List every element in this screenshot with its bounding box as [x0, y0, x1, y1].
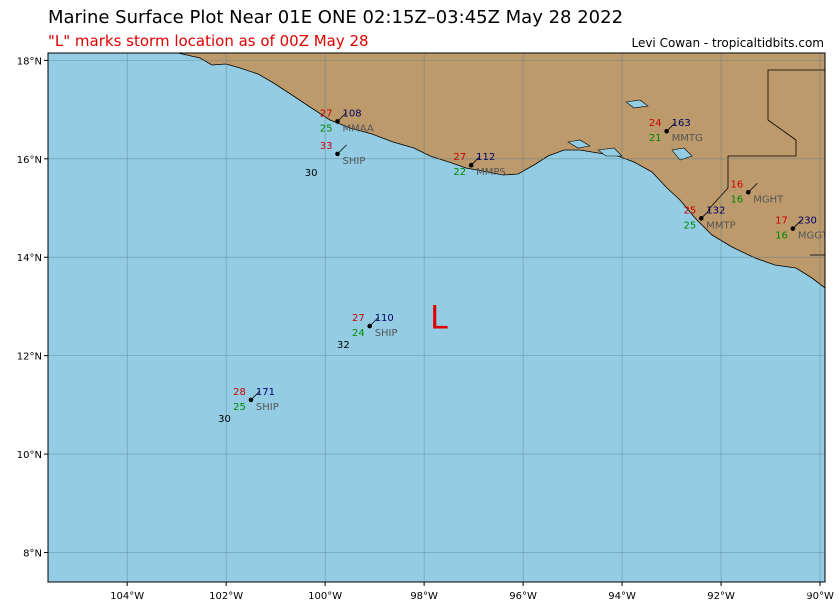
- station-dewpoint: 24: [352, 328, 365, 339]
- island-detail: [625, 99, 649, 109]
- station-id: SHIP: [256, 402, 279, 413]
- station-id: MGHT: [753, 194, 784, 205]
- station-pressure: 112: [476, 152, 495, 163]
- station-id: SHIP: [343, 156, 366, 167]
- station-plot: 28 171 25 SHIP 30: [218, 387, 279, 425]
- station-dewpoint: 22: [453, 167, 466, 178]
- lat-tick-label: 12°N: [17, 352, 42, 363]
- border-line: [707, 69, 825, 211]
- station-temperature: 33: [320, 141, 333, 152]
- wind-barb: [792, 219, 803, 229]
- wind-barb: [250, 390, 261, 401]
- lon-tick-label: 90°W: [806, 591, 834, 602]
- station-visibility: 32: [337, 340, 350, 351]
- station-plot: 24 163 21 MMTG: [649, 118, 703, 144]
- storm-location-marker: L: [430, 298, 448, 336]
- station-dewpoint: 16: [731, 194, 744, 205]
- station-dewpoint: 21: [649, 133, 662, 144]
- station-id: MMTG: [672, 133, 703, 144]
- station-pressure: 171: [256, 387, 275, 398]
- station-dewpoint: 16: [775, 231, 788, 242]
- station-plot: 27 110 24 SHIP 32: [337, 313, 398, 351]
- station-temperature: 27: [453, 152, 466, 163]
- lagoon-detail-east: [671, 147, 693, 161]
- lon-tick-label: 94°W: [608, 591, 636, 602]
- lat-tick-label: 18°N: [17, 56, 42, 67]
- station-visibility: 30: [305, 168, 318, 179]
- station-id: MGGT: [798, 231, 829, 242]
- station-plot: 25 132 25 MMTP: [684, 205, 736, 231]
- lat-tick-label: 14°N: [17, 253, 42, 264]
- plot-frame: [47, 52, 826, 583]
- station-plot: 16 16 MGHT: [731, 179, 785, 205]
- station-temperature: 25: [684, 205, 697, 216]
- wind-barb: [337, 144, 347, 155]
- lon-tick-label: 92°W: [707, 591, 735, 602]
- station-plot: 27 112 22 MMPS: [453, 152, 505, 178]
- credit-label: Levi Cowan - tropicaltidbits.com: [631, 36, 824, 50]
- lat-tick-label: 10°N: [17, 450, 42, 461]
- station-pressure: 108: [343, 108, 362, 119]
- station-dewpoint: 25: [684, 220, 697, 231]
- wind-barb: [369, 316, 379, 327]
- station-pressure: 230: [798, 216, 817, 227]
- lon-tick-label: 102°W: [209, 591, 243, 602]
- station-temperature: 27: [320, 108, 333, 119]
- station-pressure: 132: [706, 205, 725, 216]
- station-visibility: 30: [218, 414, 231, 425]
- station-temperature: 16: [731, 179, 744, 190]
- lat-tick-label: 16°N: [17, 155, 42, 166]
- station-temperature: 27: [352, 313, 365, 324]
- wind-barb: [470, 155, 481, 166]
- station-pressure: 163: [672, 118, 691, 129]
- station-id: MMTP: [706, 220, 735, 231]
- station-plot: 33 SHIP 30: [305, 141, 366, 179]
- station-pressure: 110: [375, 313, 394, 324]
- station-id: SHIP: [375, 328, 398, 339]
- station-id: MMPS: [476, 167, 506, 178]
- wind-barb: [700, 209, 711, 219]
- lat-tick-label: 8°N: [23, 548, 42, 559]
- station-dewpoint: 25: [233, 402, 246, 413]
- lon-tick-label: 104°W: [110, 591, 144, 602]
- lon-tick-label: 98°W: [410, 591, 438, 602]
- station-plot: 17 230 16 MGGT: [775, 216, 829, 242]
- station-id: MMAA: [343, 123, 374, 134]
- station-plot: 27 108 25 MMAA: [320, 108, 374, 134]
- station-temperature: 17: [775, 216, 788, 227]
- station-dewpoint: 25: [320, 123, 333, 134]
- wind-barb: [666, 121, 676, 132]
- map-subtitle: "L" marks storm location as of 00Z May 2…: [48, 32, 369, 50]
- map-title: Marine Surface Plot Near 01E ONE 02:15Z–…: [48, 7, 624, 28]
- wind-barb: [337, 112, 347, 122]
- watermark: Baiç¾ƒ: [748, 585, 810, 604]
- lon-tick-label: 100°W: [308, 591, 342, 602]
- land-mexico-guatemala: [177, 53, 825, 289]
- station-temperature: 24: [649, 118, 662, 129]
- station-temperature: 28: [233, 387, 246, 398]
- wind-barb: [748, 182, 758, 193]
- lon-tick-label: 96°W: [509, 591, 537, 602]
